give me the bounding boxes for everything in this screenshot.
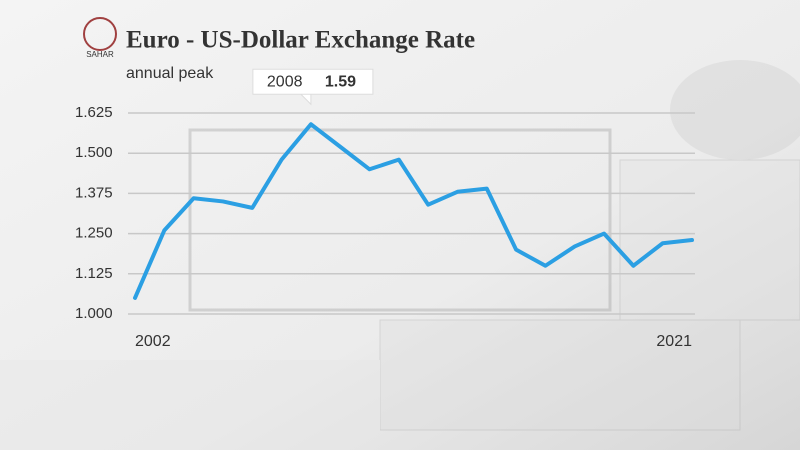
tooltip: 2008 1.59 bbox=[252, 68, 374, 106]
line bbox=[133, 122, 694, 300]
chart-subtitle: annual peak bbox=[126, 65, 214, 82]
y-tick-label: 1.000 bbox=[75, 305, 113, 322]
y-tick-label: 1.250 bbox=[75, 225, 113, 242]
x-tick-label: 2002 bbox=[135, 333, 171, 350]
logo-mark bbox=[83, 17, 117, 51]
chart-title: Euro - US-Dollar Exchange Rate bbox=[126, 27, 475, 54]
y-tick-label: 1.625 bbox=[75, 104, 113, 121]
y-tick-label: 1.125 bbox=[75, 265, 113, 282]
logo: SAHAR bbox=[83, 17, 117, 59]
watermark: SAHAR bbox=[86, 50, 114, 59]
y-tick-label: 1.375 bbox=[75, 184, 113, 201]
tooltip-x: 2008 bbox=[267, 73, 303, 90]
tooltip-value: 1.59 bbox=[325, 73, 356, 90]
y-tick-label: 1.500 bbox=[75, 144, 113, 161]
x-tick-label: 2021 bbox=[656, 333, 692, 350]
tooltip-box bbox=[252, 68, 374, 106]
background-notes bbox=[0, 60, 800, 450]
